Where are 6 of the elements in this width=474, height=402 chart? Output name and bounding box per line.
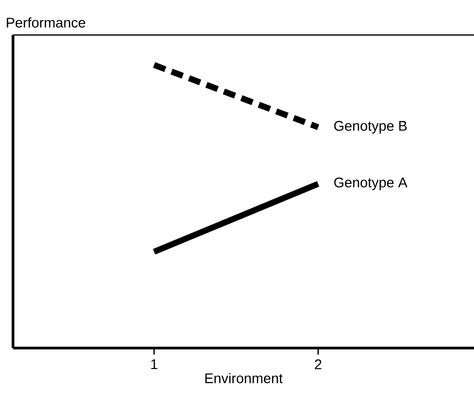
series-label: Genotype A <box>334 178 408 190</box>
x-tick-label: 2 <box>314 359 322 370</box>
x-axis-title: Environment <box>205 372 283 384</box>
series-label: Genotype B <box>334 120 407 134</box>
y-axis-title: Performance <box>6 17 86 28</box>
x-tick-label: 1 <box>151 359 158 369</box>
